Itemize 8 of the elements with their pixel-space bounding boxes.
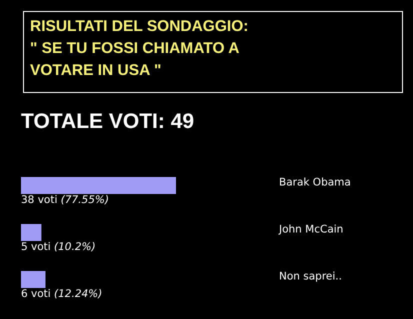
chart-title: RISULTATI DEL SONDAGGIO: " SE TU FOSSI CHIAMATO A VOTARE IN USA ": [30, 17, 250, 81]
chart-subtitle: TOTALE VOTI: 49: [21, 110, 194, 134]
data-label: 6 voti (12.24%): [21, 288, 102, 300]
y-tick-label: Barak Obama: [279, 176, 351, 188]
y-tick-label: Non saprei..: [279, 270, 342, 282]
data-label: 5 voti (10.2%): [21, 241, 96, 253]
data-label: 38 voti (77.55%): [21, 194, 109, 206]
y-tick-label: John McCain: [278, 223, 344, 236]
